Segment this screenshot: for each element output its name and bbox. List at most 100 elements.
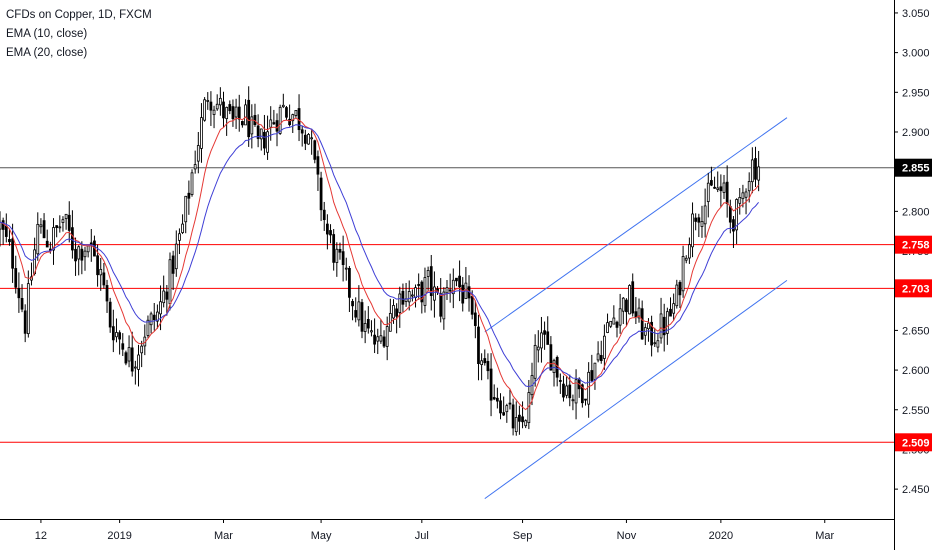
candle <box>241 120 244 128</box>
candle-body <box>250 116 254 135</box>
candle <box>584 398 587 406</box>
candle <box>253 103 257 127</box>
candle <box>558 373 562 394</box>
candle-body <box>656 340 660 348</box>
candle-body <box>747 181 751 192</box>
candle-body <box>373 334 376 345</box>
candle <box>285 105 288 121</box>
candle-body <box>319 177 323 211</box>
candle <box>363 310 367 344</box>
candle <box>514 401 518 436</box>
level-badge-2.758-bg <box>895 235 932 254</box>
candle-body <box>379 335 383 342</box>
trend-channel <box>484 117 788 500</box>
candle-body <box>615 321 619 328</box>
candle-body <box>212 109 216 115</box>
candle-body <box>511 404 515 429</box>
candle-body <box>281 104 285 108</box>
candle <box>382 330 386 348</box>
candle <box>489 353 493 417</box>
candle-body <box>206 100 210 102</box>
candle-body <box>518 414 521 422</box>
candle-body <box>335 248 339 263</box>
candle-body <box>700 221 704 227</box>
candle-body <box>499 400 502 414</box>
candle-body <box>86 245 90 253</box>
candle <box>52 218 55 265</box>
candle-body <box>105 285 109 302</box>
candle-body <box>118 332 121 340</box>
candle <box>234 98 238 129</box>
candle <box>662 303 666 352</box>
candle-body <box>473 312 477 326</box>
candle <box>442 287 446 330</box>
candle-body <box>612 317 616 325</box>
candle-body <box>634 311 638 318</box>
candle-body <box>618 308 622 326</box>
candle <box>303 129 307 151</box>
candle-body <box>603 335 606 359</box>
candle <box>187 180 191 215</box>
candle-body <box>332 234 336 263</box>
candle-body <box>4 225 8 237</box>
candle-body <box>502 412 506 416</box>
candle-body <box>225 106 229 120</box>
candle-body <box>524 420 528 427</box>
candle <box>461 277 465 312</box>
candle <box>555 355 559 387</box>
candle <box>215 94 219 111</box>
candle <box>118 330 121 355</box>
candle-body <box>218 97 222 106</box>
candle <box>357 285 361 327</box>
candle <box>174 230 178 277</box>
candle-body <box>269 119 273 128</box>
candle <box>713 176 716 189</box>
candle-body <box>508 402 512 405</box>
candle-body <box>0 221 2 230</box>
candle <box>379 319 383 344</box>
candle <box>540 316 543 363</box>
candle-body <box>401 290 405 305</box>
candle <box>77 245 81 276</box>
candle <box>388 298 392 332</box>
candle-body <box>23 310 27 334</box>
candle-body <box>99 268 103 276</box>
candle-body <box>706 182 710 202</box>
candle-body <box>590 370 594 381</box>
legend-ema10: EMA (10, close) <box>6 28 88 40</box>
candle-body <box>124 352 128 364</box>
level-badge-2.703-bg <box>895 279 932 298</box>
y-tick-label: 2.800 <box>902 206 930 218</box>
candle <box>259 128 263 151</box>
candle <box>521 401 524 429</box>
candle-body <box>241 121 244 126</box>
candle <box>543 321 546 350</box>
candle <box>344 257 348 281</box>
candle <box>549 336 553 371</box>
candle-body <box>451 279 455 295</box>
y-tick-label: 2.650 <box>902 325 930 337</box>
candle <box>706 172 710 218</box>
candle-body <box>574 379 578 404</box>
candle <box>203 97 206 122</box>
x-tick-label: Mar <box>815 530 834 542</box>
candle-body <box>562 383 565 398</box>
candle <box>115 318 118 343</box>
candle <box>483 349 487 366</box>
candle-body <box>621 297 625 312</box>
candle-body <box>52 227 55 251</box>
candle-body <box>83 250 87 258</box>
candle-body <box>310 137 314 140</box>
candle-body <box>713 186 716 189</box>
x-tick-label: 2019 <box>107 530 131 542</box>
candle <box>587 362 591 418</box>
candle-body <box>555 356 559 378</box>
candle-body <box>121 343 125 350</box>
candle <box>209 91 213 126</box>
candle-body <box>647 322 650 330</box>
candle <box>464 266 468 300</box>
candle-body <box>149 313 153 326</box>
candle <box>71 210 74 259</box>
